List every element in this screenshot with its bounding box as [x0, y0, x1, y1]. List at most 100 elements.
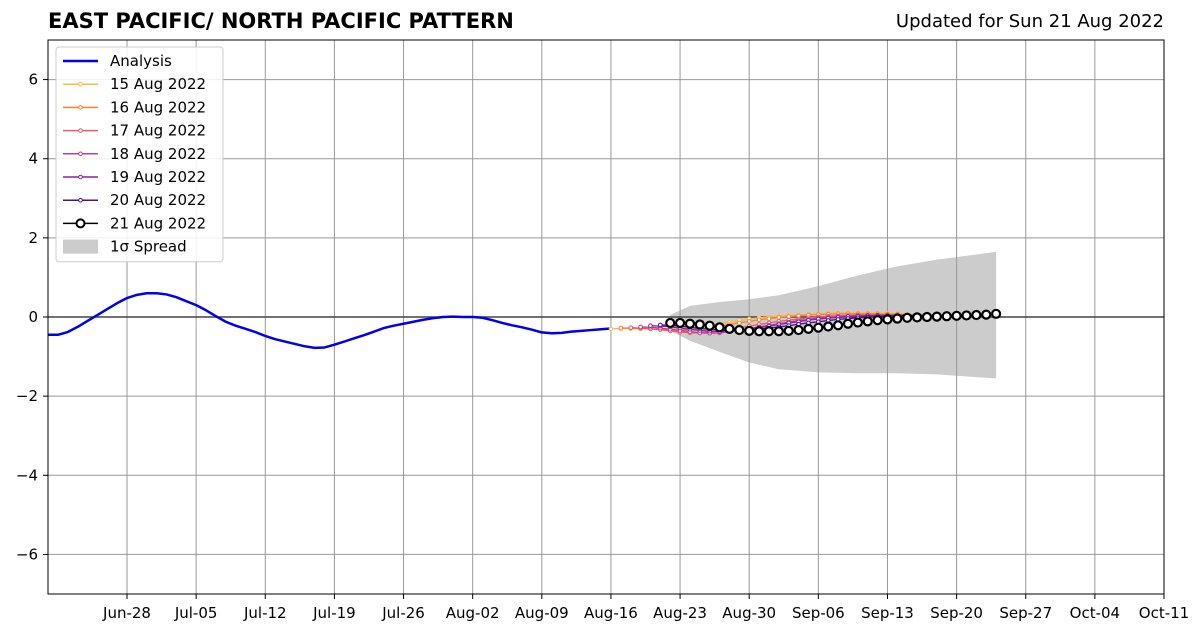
forecast-series	[665, 308, 1002, 337]
y-tick-label: 0	[28, 308, 38, 326]
forecast-point	[941, 311, 952, 322]
x-tick-label: Jul-05	[174, 604, 218, 622]
legend-label: Analysis	[110, 52, 172, 70]
x-tick-label: Jul-12	[243, 604, 287, 622]
forecast-point	[892, 313, 903, 324]
legend-item: 17 Aug 2022	[63, 122, 206, 140]
forecast-point	[793, 324, 804, 336]
forecast-point	[734, 324, 745, 336]
forecast-point	[746, 319, 752, 324]
updated-label: Updated for Sun 21 Aug 2022	[895, 11, 1164, 32]
legend-item: 19 Aug 2022	[63, 168, 206, 186]
forecast-point	[783, 325, 794, 336]
legend-swatch	[63, 239, 98, 254]
forecast-point	[608, 326, 614, 332]
x-tick-label: Jul-19	[312, 604, 356, 622]
forecast-point	[724, 323, 735, 334]
forecast-point	[753, 326, 765, 337]
legend-marker	[78, 105, 83, 110]
legend-box	[55, 46, 224, 263]
forecast-point	[931, 311, 942, 322]
x-tick-label: Aug-02	[446, 604, 500, 622]
forecast-point	[862, 316, 873, 327]
forecast-point	[981, 309, 992, 320]
forecast-point	[911, 312, 923, 323]
x-tick-label: Jul-26	[381, 604, 425, 622]
x-tick-label: Sep-20	[930, 604, 983, 622]
x-tick-label: Oct-11	[1139, 604, 1189, 622]
forecast-point	[744, 325, 755, 336]
forecast-point	[961, 310, 972, 321]
forecast-point	[823, 321, 834, 332]
legend-label: 19 Aug 2022	[110, 168, 206, 186]
forecast-point	[665, 317, 676, 329]
forecast-point	[763, 326, 775, 337]
spread-band	[670, 251, 997, 379]
forecast-point	[756, 317, 762, 323]
forecast-point	[704, 320, 715, 331]
legend-item: 15 Aug 2022	[63, 75, 206, 93]
forecast-point	[971, 309, 982, 321]
legend-label: 20 Aug 2022	[110, 191, 206, 209]
x-tick-label: Oct-04	[1070, 604, 1120, 622]
legend-item: 20 Aug 2022	[63, 191, 206, 209]
legend-item: 16 Aug 2022	[63, 98, 206, 116]
x-tick-label: Aug-30	[722, 604, 776, 622]
legend-label: 17 Aug 2022	[110, 122, 206, 140]
analysis-line	[48, 292, 612, 350]
y-tick-label: −2	[16, 387, 38, 405]
forecast-point	[872, 315, 883, 326]
forecast-point	[618, 325, 624, 331]
x-tick-label: Sep-27	[999, 604, 1052, 622]
legend-marker	[78, 81, 83, 87]
forecast-point	[773, 326, 784, 337]
forecast-point	[684, 318, 696, 329]
legend-label: 15 Aug 2022	[110, 75, 206, 93]
legend-item: 1σ Spread	[63, 238, 187, 256]
forecast-point	[842, 318, 854, 329]
y-tick-label: 6	[28, 71, 38, 89]
legend-label: 16 Aug 2022	[110, 98, 206, 116]
legend-label: 21 Aug 2022	[110, 214, 206, 232]
forecast-point	[694, 319, 705, 330]
forecast-point	[813, 322, 824, 333]
forecast-point	[803, 323, 814, 334]
forecast-point	[951, 310, 962, 321]
chart-title: EAST PACIFIC/ NORTH PACIFIC PATTERN	[48, 9, 514, 33]
y-tick-label: 4	[28, 150, 38, 168]
legend-marker	[78, 197, 83, 203]
y-tick-label: −6	[16, 545, 38, 563]
forecast-point	[852, 317, 863, 328]
x-tick-label: Aug-16	[584, 604, 638, 622]
forecast-point	[628, 325, 633, 330]
legend-marker	[78, 151, 83, 157]
forecast-point	[766, 316, 772, 321]
y-tick-label: −4	[16, 466, 38, 484]
legend-item: Analysis	[63, 52, 172, 70]
forecast-point	[832, 320, 844, 331]
forecast-point	[921, 311, 933, 323]
legend-marker	[78, 128, 83, 133]
forecast-point	[737, 320, 742, 326]
forecast-point	[714, 322, 725, 333]
x-tick-label: Sep-06	[792, 604, 845, 622]
forecast-point	[991, 308, 1002, 319]
x-tick-label: Jun-28	[102, 604, 151, 622]
x-tick-label: Aug-09	[515, 604, 569, 622]
forecast-point	[776, 315, 782, 320]
y-tick-label: 2	[28, 229, 38, 247]
forecast-point	[882, 314, 893, 325]
legend-marker	[75, 218, 86, 229]
legend-label: 1σ Spread	[110, 238, 187, 256]
forecast-point	[786, 314, 792, 319]
x-tick-label: Sep-13	[861, 604, 914, 622]
forecast-point	[674, 317, 686, 329]
legend-marker	[78, 174, 83, 180]
legend-label: 18 Aug 2022	[110, 145, 206, 163]
x-tick-label: Aug-23	[653, 604, 707, 622]
legend-item: 21 Aug 2022	[63, 214, 206, 232]
forecast-point	[902, 312, 913, 323]
forecast-point	[638, 324, 643, 330]
forecast-point	[648, 323, 653, 329]
